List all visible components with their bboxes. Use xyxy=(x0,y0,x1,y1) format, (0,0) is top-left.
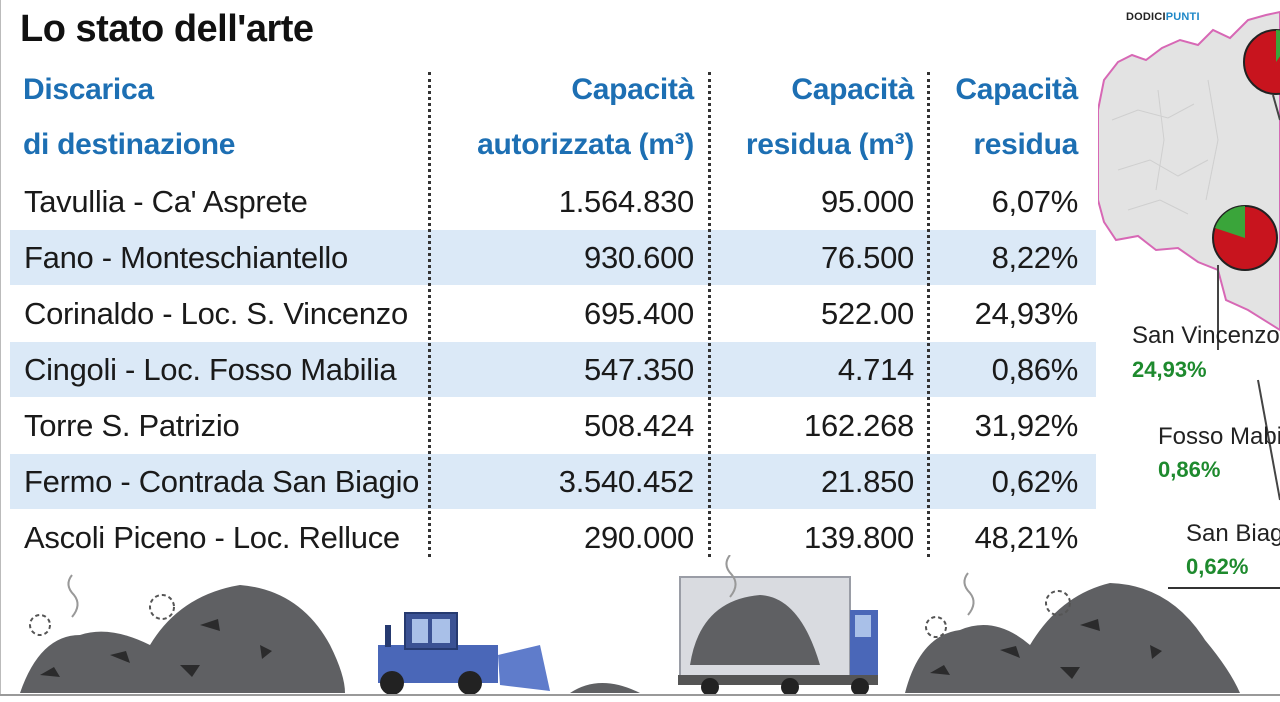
table-row: Tavullia - Ca' Asprete 1.564.830 95.000 … xyxy=(10,174,1096,229)
map-panel: San Vincenzo 24,93% Fosso Mabi 0,86% San… xyxy=(1098,0,1280,600)
residual-percentage: 48,21% xyxy=(974,520,1079,555)
frame-left-border xyxy=(0,0,1,695)
header-residual-line2: residua (m³) xyxy=(745,128,914,161)
header-authorized-line1: Capacità xyxy=(571,73,694,106)
residual-capacity: 21.850 xyxy=(820,464,914,499)
authorized-capacity: 695.400 xyxy=(584,296,694,331)
header-name-line1: Discarica xyxy=(23,73,154,106)
header-pct-line1: Capacità xyxy=(955,73,1078,106)
map-label-name: San Biag xyxy=(1186,520,1280,547)
table-row: Cingoli - Loc. Fosso Mabilia 547.350 4.7… xyxy=(10,342,1096,397)
residual-capacity: 4.714 xyxy=(837,352,914,387)
authorized-capacity: 547.350 xyxy=(584,352,694,387)
authorized-capacity: 508.424 xyxy=(584,408,694,443)
header-residual-line1: Capacità xyxy=(791,73,914,106)
trash-heap-icon xyxy=(905,583,1240,693)
residual-percentage: 6,07% xyxy=(991,184,1079,219)
residual-percentage: 24,93% xyxy=(974,296,1079,331)
residual-capacity: 139.800 xyxy=(804,520,914,555)
region-map xyxy=(1098,10,1280,589)
map-label-pct: 24,93% xyxy=(1132,357,1207,382)
column-divider xyxy=(708,72,711,557)
column-divider xyxy=(428,72,431,557)
frame-bottom-border xyxy=(0,694,1280,696)
brand-logo: DODICIPUNTI xyxy=(1126,11,1200,23)
header-pct-line2: residua xyxy=(973,128,1078,161)
residual-percentage: 0,86% xyxy=(991,352,1079,387)
map-label-pct: 0,62% xyxy=(1186,554,1249,579)
header-name-line2: di destinazione xyxy=(23,128,236,161)
brand-part-1: DODICI xyxy=(1126,11,1166,23)
landfill-name: Tavullia - Ca' Asprete xyxy=(24,184,308,219)
landfill-name: Corinaldo - Loc. S. Vincenzo xyxy=(24,296,408,331)
landfill-name: Cingoli - Loc. Fosso Mabilia xyxy=(24,352,397,387)
residual-capacity: 522.00 xyxy=(820,296,914,331)
garbage-truck-icon xyxy=(678,555,878,695)
landfill-name: Fermo - Contrada San Biagio xyxy=(24,464,420,499)
map-label-pct: 0,86% xyxy=(1158,457,1221,482)
residual-capacity: 162.268 xyxy=(804,408,914,443)
residual-capacity: 76.500 xyxy=(820,240,914,275)
landfill-illustration xyxy=(20,555,1240,695)
table-row: Ascoli Piceno - Loc. Relluce 290.000 139… xyxy=(10,510,1096,565)
page-title: Lo stato dell'arte xyxy=(20,8,314,50)
authorized-capacity: 3.540.452 xyxy=(558,464,695,499)
authorized-capacity: 290.000 xyxy=(584,520,694,555)
map-label-name: San Vincenzo xyxy=(1132,322,1280,349)
authorized-capacity: 930.600 xyxy=(584,240,694,275)
trash-heap-icon xyxy=(20,585,345,693)
table-row: Torre S. Patrizio 508.424 162.268 31,92% xyxy=(10,398,1096,453)
residual-percentage: 0,62% xyxy=(991,464,1079,499)
residual-percentage: 8,22% xyxy=(991,240,1079,275)
residual-capacity: 95.000 xyxy=(820,184,914,219)
table-row: Corinaldo - Loc. S. Vincenzo 695.400 522… xyxy=(10,286,1096,341)
landfill-name: Fano - Monteschiantello xyxy=(24,240,348,275)
column-divider xyxy=(927,72,930,557)
landfill-name: Torre S. Patrizio xyxy=(24,408,240,443)
landfill-name: Ascoli Piceno - Loc. Relluce xyxy=(24,520,400,555)
authorized-capacity: 1.564.830 xyxy=(558,184,695,219)
table-row: Fano - Monteschiantello 930.600 76.500 8… xyxy=(10,230,1096,285)
bulldozer-icon xyxy=(378,612,550,695)
table-row: Fermo - Contrada San Biagio 3.540.452 21… xyxy=(10,454,1096,509)
header-authorized-line2: autorizzata (m³) xyxy=(477,128,694,161)
brand-part-2: PUNTI xyxy=(1165,11,1200,23)
residual-percentage: 31,92% xyxy=(974,408,1079,443)
map-label-name: Fosso Mabi xyxy=(1158,423,1280,450)
